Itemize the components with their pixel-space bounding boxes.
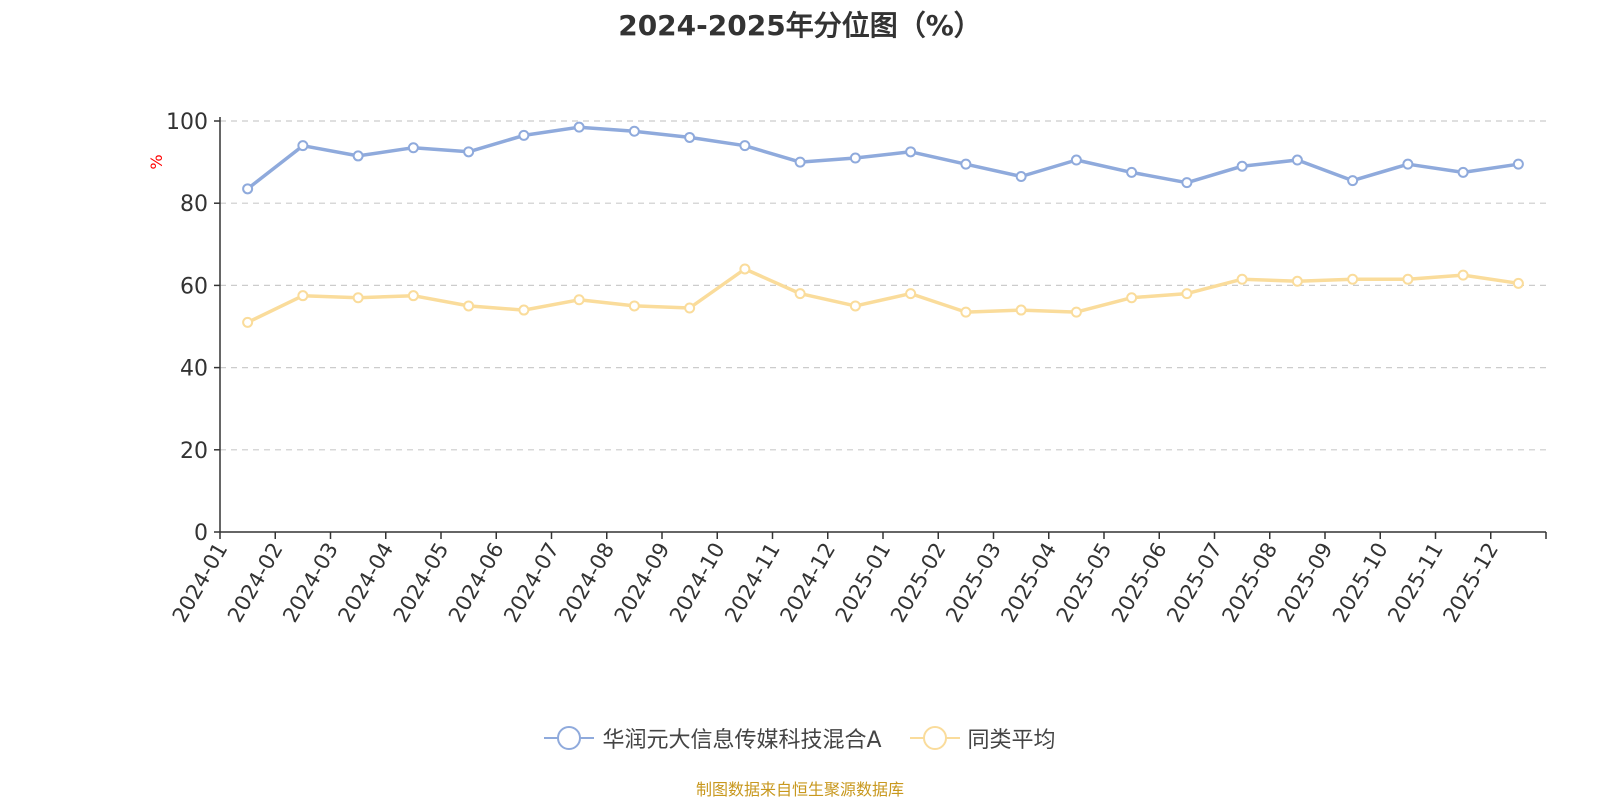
legend-marker-series-b-icon xyxy=(909,725,960,751)
series-1-point xyxy=(573,294,585,306)
series-0-point xyxy=(1236,160,1248,172)
series-0-point xyxy=(905,146,917,158)
grid-lines xyxy=(220,120,1546,451)
series-line-0 xyxy=(246,125,1519,191)
series-0-point xyxy=(573,121,585,133)
series-0-point xyxy=(297,140,309,152)
series-1-point xyxy=(794,288,806,300)
series-0-point xyxy=(1015,170,1027,182)
series-1-point xyxy=(1347,273,1359,285)
series-1-point xyxy=(1402,273,1414,285)
y-tick-label: 20 xyxy=(180,439,208,464)
series-0-point xyxy=(1181,177,1193,189)
data-source-note: 制图数据来自恒生聚源数据库 xyxy=(695,780,904,799)
series-1-point xyxy=(1236,273,1248,285)
series-1-point xyxy=(1512,277,1524,289)
series-0-point xyxy=(242,183,254,195)
series-0-point xyxy=(1347,175,1359,187)
y-axis-label: % xyxy=(147,154,166,169)
series-0-point xyxy=(1070,154,1082,166)
series-1-point xyxy=(849,300,861,312)
series-0-point xyxy=(1457,166,1469,178)
series-1-point xyxy=(242,316,254,328)
series-0-point xyxy=(960,158,972,170)
series-0-point xyxy=(684,131,696,143)
series-1-point xyxy=(960,306,972,318)
series-0-point xyxy=(1291,154,1303,166)
legend-item-series-b[interactable]: 同类平均 xyxy=(909,722,1056,754)
series-1-point xyxy=(463,300,475,312)
series-1-point xyxy=(1181,288,1193,300)
y-tick-label: 60 xyxy=(180,274,208,299)
series-0-point xyxy=(628,125,640,137)
y-tick-label: 40 xyxy=(180,357,208,382)
series-0-point xyxy=(1126,166,1138,178)
series-0-point xyxy=(1512,158,1524,170)
series-line-1 xyxy=(246,267,1519,324)
series-1-point xyxy=(518,304,530,316)
series-1-point xyxy=(628,300,640,312)
axes xyxy=(214,117,1547,539)
series-0-point xyxy=(849,152,861,164)
series-1-point xyxy=(352,292,364,304)
legend-item-series-a[interactable]: 华润元大信息传媒科技混合A xyxy=(544,722,882,754)
series-1 xyxy=(242,263,1524,328)
legend-marker-series-a-icon xyxy=(544,725,595,751)
chart-title: 2024-2025年分位图（%） xyxy=(618,9,982,42)
legend: 华润元大信息传媒科技混合A 同类平均 xyxy=(0,722,1600,754)
series-0-point xyxy=(407,142,419,154)
series-0-point xyxy=(518,129,530,141)
series xyxy=(242,121,1524,328)
series-1-point xyxy=(905,288,917,300)
series-1-point xyxy=(1015,304,1027,316)
series-1-point xyxy=(684,302,696,314)
x-tick-label: 2025-12 xyxy=(1438,539,1503,627)
series-1-point xyxy=(407,290,419,302)
series-1-point xyxy=(739,263,751,275)
series-0-point xyxy=(794,156,806,168)
tick-labels: 020406080100%2024-012024-022024-032024-0… xyxy=(147,110,1503,626)
series-0-point xyxy=(739,140,751,152)
series-1-point xyxy=(1070,306,1082,318)
legend-label-series-a: 华润元大信息传媒科技混合A xyxy=(602,728,882,753)
y-tick-label: 80 xyxy=(180,192,208,217)
series-0-point xyxy=(1402,158,1414,170)
series-1-point xyxy=(1126,292,1138,304)
y-tick-label: 0 xyxy=(194,521,208,546)
series-1-point xyxy=(297,290,309,302)
legend-label-series-b: 同类平均 xyxy=(967,728,1056,753)
series-0 xyxy=(242,121,1524,195)
series-0-point xyxy=(463,146,475,158)
y-tick-label: 100 xyxy=(166,110,208,135)
series-1-point xyxy=(1457,269,1469,281)
series-1-point xyxy=(1291,275,1303,287)
series-0-point xyxy=(352,150,364,162)
